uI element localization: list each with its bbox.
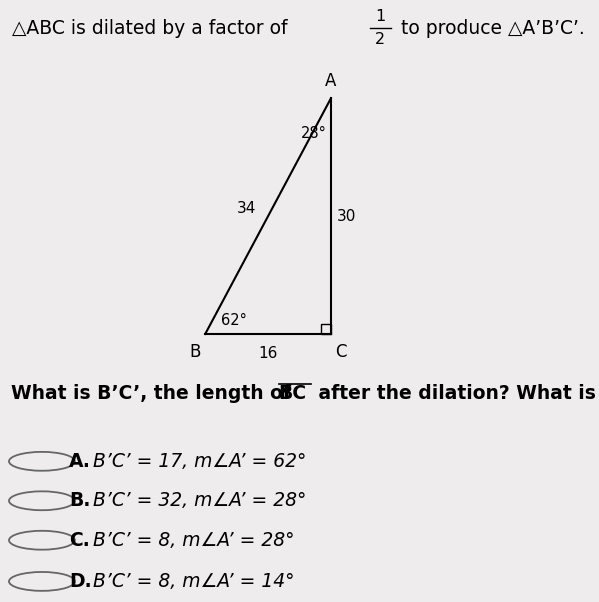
Text: A: A <box>325 72 337 90</box>
Text: B’C’ = 32, m∠A’ = 28°: B’C’ = 32, m∠A’ = 28° <box>93 491 306 510</box>
Text: A.: A. <box>69 452 91 471</box>
Text: 62°: 62° <box>221 312 247 327</box>
Text: C: C <box>335 343 346 361</box>
Text: 16: 16 <box>258 346 278 361</box>
Text: B’C’ = 17, m∠A’ = 62°: B’C’ = 17, m∠A’ = 62° <box>93 452 306 471</box>
Text: after the dilation? What is the measure of ∠A’?: after the dilation? What is the measure … <box>312 384 599 403</box>
Text: △ABC is dilated by a factor of: △ABC is dilated by a factor of <box>12 19 294 38</box>
Text: 34: 34 <box>237 201 256 216</box>
Text: to produce △A’B’C’.: to produce △A’B’C’. <box>395 19 585 38</box>
Text: BC: BC <box>279 384 307 403</box>
Text: 30: 30 <box>337 209 356 223</box>
Text: B: B <box>189 343 201 361</box>
Text: B.: B. <box>69 491 90 510</box>
Text: B’C’ = 8, m∠A’ = 28°: B’C’ = 8, m∠A’ = 28° <box>93 531 294 550</box>
Text: 28°: 28° <box>301 126 327 141</box>
Bar <box>320 324 331 334</box>
Text: 2: 2 <box>376 33 385 48</box>
Text: D.: D. <box>69 572 92 591</box>
Text: 1: 1 <box>375 9 386 24</box>
Text: What is B’C’, the length of: What is B’C’, the length of <box>11 384 297 403</box>
Text: B’C’ = 8, m∠A’ = 14°: B’C’ = 8, m∠A’ = 14° <box>93 572 294 591</box>
Text: C.: C. <box>69 531 90 550</box>
